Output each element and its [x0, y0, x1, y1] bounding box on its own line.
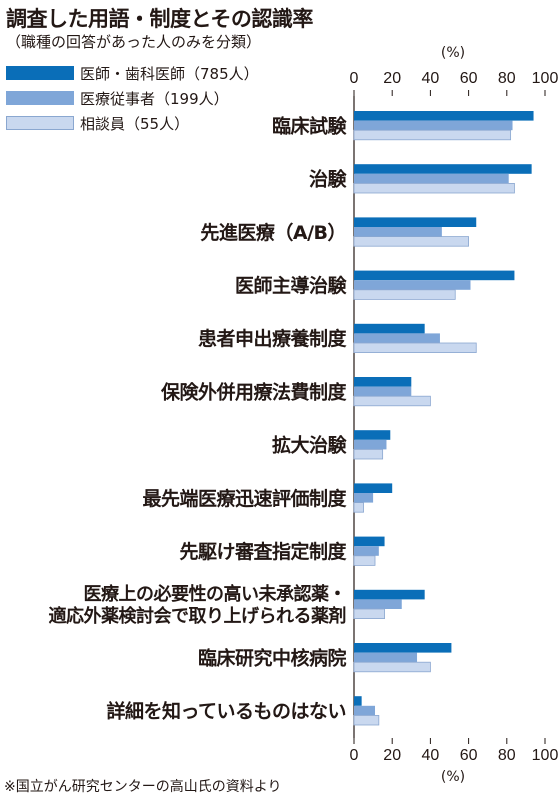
- legend-label-doctors: 医師・歯科医師（785人）: [80, 64, 259, 83]
- legend-swatch-doctors: [6, 66, 74, 80]
- bottom-tick-label: 80: [498, 747, 516, 764]
- legend-item-counselors: 相談員（55人）: [6, 113, 189, 133]
- bar-1: [354, 164, 532, 174]
- category-label: 医療上の必要性の高い未承認薬・: [84, 583, 347, 605]
- bar-3: [353, 182, 515, 194]
- bottom-tick-label: 100: [532, 747, 559, 764]
- bar-1: [354, 111, 534, 121]
- bottom-tick-label: 40: [422, 747, 440, 764]
- bar-3: [353, 236, 469, 247]
- top-tick-label: 0: [350, 70, 359, 87]
- category-label: 医師主導治験: [235, 274, 348, 297]
- bar-3: [353, 129, 512, 141]
- bar-2: [354, 599, 402, 609]
- category-label: 治験: [309, 168, 348, 191]
- category-label: 拡大治験: [272, 434, 348, 457]
- chart-title: 調査した用語・制度とその認識率: [6, 7, 313, 31]
- top-tick-label: 60: [460, 70, 478, 87]
- bar-3: [353, 661, 431, 673]
- bar-3: [353, 715, 380, 726]
- bar-2: [354, 173, 509, 184]
- bar-2: [354, 280, 471, 290]
- bar-1: [354, 483, 393, 493]
- legend-swatch-medical-staff: [6, 91, 74, 105]
- legend-item-medical-staff: 医療従事者（199人）: [6, 88, 229, 108]
- bar-2: [354, 386, 412, 397]
- bottom-tick-label: 60: [460, 747, 478, 764]
- bar-1: [354, 536, 385, 547]
- category-label: 先進医療（A/B）: [200, 221, 346, 244]
- top-tick-label: 100: [532, 70, 559, 87]
- category-label: 最先端医療迅速評価制度: [142, 487, 347, 510]
- bar-1: [354, 377, 412, 387]
- bar-1: [354, 430, 391, 440]
- bar-3: [353, 448, 384, 460]
- bar-3: [353, 395, 431, 407]
- bar-2: [354, 652, 418, 663]
- unit-label-top: (%): [441, 45, 465, 61]
- category-label: 先駆け審査指定制度: [179, 540, 347, 563]
- category-label: 臨床研究中核病院: [198, 646, 347, 669]
- legend-swatch-counselors: [6, 116, 74, 130]
- category-label: 適応外薬検討会で取り上げられる薬剤: [49, 605, 347, 627]
- source-note: ※国立がん研究センターの高山氏の資料より: [4, 779, 282, 795]
- unit-label-bottom: (%): [441, 769, 465, 785]
- legend-label-medical-staff: 医療従事者（199人）: [80, 89, 229, 108]
- bar-2: [354, 120, 513, 131]
- bottom-tick-label: 20: [383, 747, 401, 764]
- bar-3: [353, 502, 364, 513]
- chart-subtitle: （職種の回答があった人のみを分類）: [6, 33, 262, 51]
- bar-2: [354, 333, 440, 343]
- bar-3: [353, 555, 376, 566]
- bar-2: [354, 227, 442, 237]
- bar-2: [354, 439, 387, 450]
- top-tick-label: 80: [498, 70, 516, 87]
- bar-3: [353, 608, 385, 620]
- bottom-tick-label: 0: [350, 747, 359, 764]
- bar-2: [354, 705, 376, 716]
- bar-1: [354, 643, 452, 653]
- category-label: 患者申出療養制度: [198, 327, 348, 350]
- bar-1: [354, 589, 425, 600]
- legend-item-doctors: 医師・歯科医師（785人）: [6, 63, 259, 83]
- top-tick-label: 20: [383, 70, 401, 87]
- legend-label-counselors: 相談員（55人）: [80, 114, 190, 133]
- bar-1: [354, 270, 515, 281]
- bar-2: [354, 546, 379, 556]
- bar-1: [354, 323, 425, 334]
- top-tick-label: 40: [422, 70, 440, 87]
- bar-1: [354, 696, 362, 706]
- category-label: 臨床試験: [272, 114, 348, 137]
- category-label: 保険外併用療法費制度: [160, 380, 348, 403]
- bar-2: [354, 493, 374, 503]
- bar-3: [353, 342, 477, 354]
- bar-3: [353, 289, 456, 300]
- category-label: 詳細を知っているものはない: [106, 700, 346, 723]
- bar-1: [354, 217, 477, 227]
